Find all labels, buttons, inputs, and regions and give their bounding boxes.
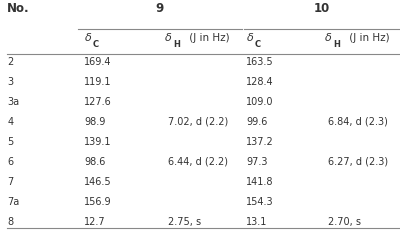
Text: 6.27, d (2.3): 6.27, d (2.3) (328, 157, 388, 167)
Text: 3a: 3a (7, 97, 19, 107)
Text: 7a: 7a (7, 197, 20, 207)
Text: 2: 2 (7, 57, 14, 67)
Text: 2.75, s: 2.75, s (168, 217, 201, 227)
Text: 6.44, d (2.2): 6.44, d (2.2) (168, 157, 228, 167)
Text: 7: 7 (7, 177, 14, 187)
Text: 97.3: 97.3 (246, 157, 268, 167)
Text: 2.70, s: 2.70, s (328, 217, 361, 227)
Text: 163.5: 163.5 (246, 57, 274, 67)
Text: $\delta$: $\delta$ (164, 31, 172, 43)
Text: 128.4: 128.4 (246, 77, 274, 87)
Text: $\delta$: $\delta$ (246, 31, 254, 43)
Text: H: H (173, 40, 180, 49)
Text: H: H (333, 40, 340, 49)
Text: 98.6: 98.6 (84, 157, 105, 167)
Text: 13.1: 13.1 (246, 217, 267, 227)
Text: 10: 10 (314, 2, 330, 15)
Text: 9: 9 (156, 2, 164, 15)
Text: 156.9: 156.9 (84, 197, 112, 207)
Text: 146.5: 146.5 (84, 177, 112, 187)
Text: No.: No. (7, 2, 30, 15)
Text: C: C (93, 40, 99, 49)
Text: C: C (255, 40, 261, 49)
Text: 98.9: 98.9 (84, 117, 105, 127)
Text: 119.1: 119.1 (84, 77, 112, 87)
Text: $\delta$: $\delta$ (84, 31, 92, 43)
Text: 137.2: 137.2 (246, 137, 274, 147)
Text: 99.6: 99.6 (246, 117, 267, 127)
Text: 5: 5 (7, 137, 14, 147)
Text: 4: 4 (7, 117, 13, 127)
Text: (J in Hz): (J in Hz) (346, 33, 390, 43)
Text: 8: 8 (7, 217, 13, 227)
Text: 12.7: 12.7 (84, 217, 106, 227)
Text: 7.02, d (2.2): 7.02, d (2.2) (168, 117, 228, 127)
Text: (J in Hz): (J in Hz) (186, 33, 230, 43)
Text: 169.4: 169.4 (84, 57, 112, 67)
Text: 6: 6 (7, 157, 13, 167)
Text: 139.1: 139.1 (84, 137, 112, 147)
Text: 127.6: 127.6 (84, 97, 112, 107)
Text: 6.84, d (2.3): 6.84, d (2.3) (328, 117, 388, 127)
Text: 141.8: 141.8 (246, 177, 274, 187)
Text: 154.3: 154.3 (246, 197, 274, 207)
Text: 3: 3 (7, 77, 13, 87)
Text: 109.0: 109.0 (246, 97, 274, 107)
Text: $\delta$: $\delta$ (324, 31, 332, 43)
